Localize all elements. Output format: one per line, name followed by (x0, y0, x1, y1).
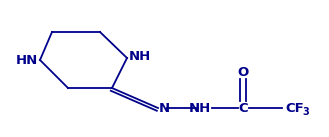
Text: N: N (159, 102, 170, 115)
Text: C: C (238, 102, 248, 115)
Text: O: O (238, 65, 249, 79)
Text: HN: HN (16, 54, 38, 66)
Text: NH: NH (189, 102, 211, 115)
Text: NH: NH (129, 51, 151, 64)
Text: 3: 3 (302, 107, 309, 117)
Text: CF: CF (285, 102, 304, 115)
